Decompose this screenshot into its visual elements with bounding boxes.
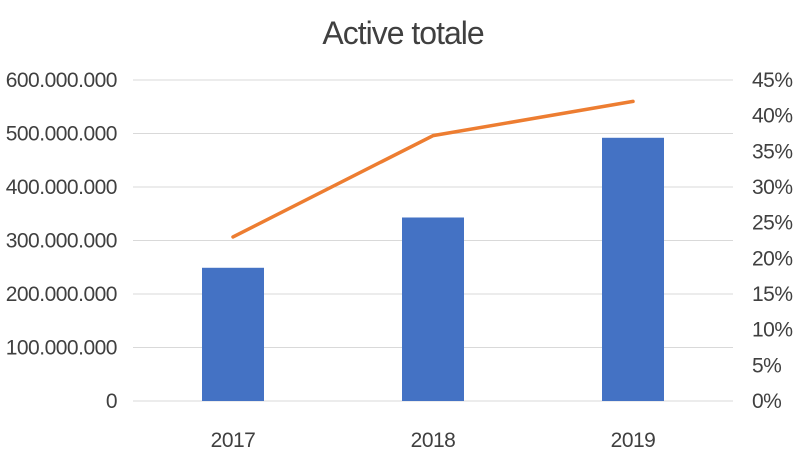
right-y-tick-label: 10% <box>752 319 793 342</box>
bar <box>602 137 664 401</box>
right-y-tick-label: 30% <box>752 176 793 199</box>
x-tick-label: 2017 <box>211 429 256 452</box>
left-y-tick-label: 200.000.000 <box>6 283 117 306</box>
left-y-tick-label: 100.000.000 <box>6 337 117 360</box>
right-y-axis: 0% 5% 10% 15% 20% 25% 30% 35% 40% 45% <box>752 69 793 413</box>
x-tick-label: 2019 <box>611 429 656 452</box>
right-y-tick-label: 20% <box>752 247 793 270</box>
line-series <box>231 99 635 239</box>
left-y-tick-label: 300.000.000 <box>6 230 117 253</box>
bar-series <box>202 137 664 401</box>
right-y-tick-label: 0% <box>752 390 781 413</box>
series-line <box>231 99 635 239</box>
left-y-axis: 0 100.000.000 200.000.000 300.000.000 400.00… <box>6 69 118 413</box>
bar <box>202 267 264 401</box>
x-axis: 2017 2018 2019 <box>211 429 656 452</box>
x-tick-label: 2018 <box>411 429 456 452</box>
chart-title: Active totale <box>322 15 484 51</box>
bar <box>402 217 464 401</box>
left-y-tick-label: 500.000.000 <box>6 123 117 146</box>
left-y-tick-label: 600.000.000 <box>6 69 117 92</box>
right-y-tick-label: 45% <box>752 69 793 92</box>
right-y-tick-label: 40% <box>752 105 793 128</box>
left-y-tick-label: 400.000.000 <box>6 176 117 199</box>
right-y-tick-label: 35% <box>752 140 793 163</box>
right-y-tick-label: 15% <box>752 283 793 306</box>
right-y-tick-label: 25% <box>752 212 793 235</box>
left-y-tick-label: 0 <box>106 390 117 413</box>
right-y-tick-label: 5% <box>752 354 781 377</box>
